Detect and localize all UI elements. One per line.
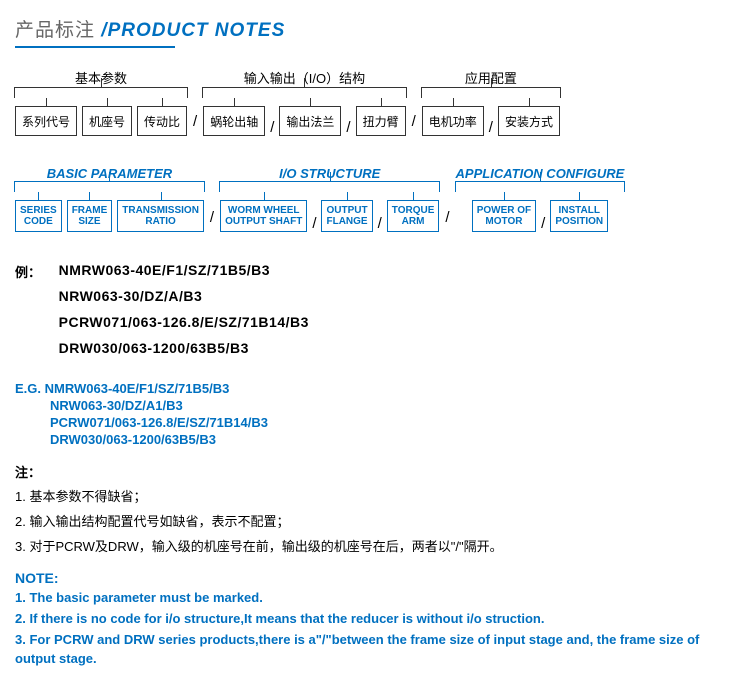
notes-cn: 注： 1. 基本参数不得缺省； 2. 输入输出结构配置代号如缺省，表示不配置； … <box>15 462 735 555</box>
title-underline <box>15 46 175 48</box>
notes-item: 3. 对于PCRW及DRW，输入级的机座号在前，输出级的机座号在后，两者以"/"… <box>15 536 735 555</box>
box-frame: 机座号 <box>82 106 132 136</box>
group-app-cn: 应用配置 电机功率 / 安装方式 <box>422 68 560 136</box>
example-line: NRW063-30/DZ/A/B3 <box>59 288 309 304</box>
box-ratio: 传动比 <box>137 106 187 136</box>
box-worm: 蜗轮出轴 <box>203 106 265 136</box>
slash: / <box>312 215 316 232</box>
boxes: 电机功率 / 安装方式 <box>422 106 560 136</box>
box-worm: WORM WHEEL OUTPUT SHAFT <box>220 200 307 232</box>
box-install: 安装方式 <box>498 106 560 136</box>
boxes: WORM WHEEL OUTPUT SHAFT / OUTPUT FLANGE … <box>220 200 439 232</box>
bracket <box>14 87 188 98</box>
examples-label: 例： <box>15 262 55 281</box>
eg-line: PCRW071/063-126.8/E/SZ/71B14/B3 <box>50 415 735 430</box>
slash: / <box>445 209 449 232</box>
slash: / <box>378 215 382 232</box>
bracket <box>455 181 626 192</box>
bracket <box>202 87 406 98</box>
box-flange: OUTPUT FLANGE <box>321 200 372 232</box>
notes-item: 2. 输入输出结构配置代号如缺省，表示不配置； <box>15 511 735 530</box>
slash: / <box>193 113 197 136</box>
boxes: 蜗轮出轴 / 输出法兰 / 扭力臂 <box>203 106 405 136</box>
eg-line: NRW063-30/DZ/A1/B3 <box>50 398 735 413</box>
title-cn: 产品标注 <box>15 20 95 41</box>
notes-item: 3. For PCRW and DRW series products,ther… <box>15 631 735 667</box>
eg-line: E.G. NMRW063-40E/F1/SZ/71B5/B3 <box>15 381 735 396</box>
bracket <box>14 181 205 192</box>
eg-line: DRW030/063-1200/63B5/B3 <box>50 432 735 447</box>
notes-item: 1. The basic parameter must be marked. <box>15 589 735 607</box>
example-line: NMRW063-40E/F1/SZ/71B5/B3 <box>59 262 309 278</box>
bracket-row-cn: 基本参数 系列代号 机座号 传动比 / 输入输出（I/O）结构 蜗轮出轴 / 输… <box>15 68 735 136</box>
title-en: PRODUCT NOTES <box>108 20 286 41</box>
boxes: 系列代号 机座号 传动比 <box>15 106 187 136</box>
slash: / <box>412 113 416 136</box>
box-install: INSTALL POSITION <box>550 200 608 232</box>
group-io-en: I/O STRUCTURE WORM WHEEL OUTPUT SHAFT / … <box>220 166 439 232</box>
slash: / <box>210 209 214 232</box>
group-basic-cn: 基本参数 系列代号 机座号 传动比 <box>15 68 187 136</box>
box-series: SERIES CODE <box>15 200 62 232</box>
bracket-row-en: BASIC PARAMETER SERIES CODE FRAME SIZE T… <box>15 166 735 232</box>
group-basic-en: BASIC PARAMETER SERIES CODE FRAME SIZE T… <box>15 166 204 232</box>
example-line: PCRW071/063-126.8/E/SZ/71B14/B3 <box>59 314 309 330</box>
bracket <box>219 181 440 192</box>
examples-en: E.G. NMRW063-40E/F1/SZ/71B5/B3 NRW063-30… <box>15 381 735 447</box>
example-line: DRW030/063-1200/63B5/B3 <box>59 340 309 356</box>
slash: / <box>346 119 350 136</box>
notes-title: 注： <box>15 462 735 481</box>
examples-lines: NMRW063-40E/F1/SZ/71B5/B3 NRW063-30/DZ/A… <box>59 262 309 366</box>
box-frame: FRAME SIZE <box>67 200 113 232</box>
slash: / <box>541 215 545 232</box>
page-title: 产品标注 /PRODUCT NOTES <box>15 15 735 42</box>
box-flange: 输出法兰 <box>279 106 341 136</box>
box-power: 电机功率 <box>422 106 484 136</box>
examples-cn: 例： NMRW063-40E/F1/SZ/71B5/B3 NRW063-30/D… <box>15 262 735 366</box>
notes-item: 2. If there is no code for i/o structure… <box>15 610 735 628</box>
box-series: 系列代号 <box>15 106 77 136</box>
box-torque: TORQUE ARM <box>387 200 440 232</box>
slash: / <box>270 119 274 136</box>
box-torque: 扭力臂 <box>356 106 406 136</box>
box-power: POWER OF MOTOR <box>472 200 536 232</box>
group-io-cn: 输入输出（I/O）结构 蜗轮出轴 / 输出法兰 / 扭力臂 <box>203 68 405 136</box>
title-sep: / <box>95 20 108 41</box>
group-app-en: APPLICATION CONFIGURE POWER OF MOTOR / I… <box>456 166 625 232</box>
notes-item: 1. 基本参数不得缺省； <box>15 486 735 505</box>
bracket <box>421 87 561 98</box>
notes-title: NOTE: <box>15 570 735 586</box>
boxes: POWER OF MOTOR / INSTALL POSITION <box>472 200 608 232</box>
boxes: SERIES CODE FRAME SIZE TRANSMISSION RATI… <box>15 200 204 232</box>
notes-en: NOTE: 1. The basic parameter must be mar… <box>15 570 735 668</box>
box-ratio: TRANSMISSION RATIO <box>117 200 204 232</box>
slash: / <box>489 119 493 136</box>
